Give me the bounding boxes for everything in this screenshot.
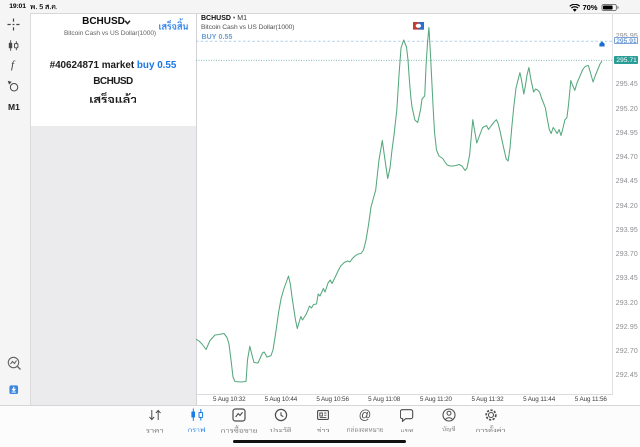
svg-text:@: @: [359, 408, 372, 422]
